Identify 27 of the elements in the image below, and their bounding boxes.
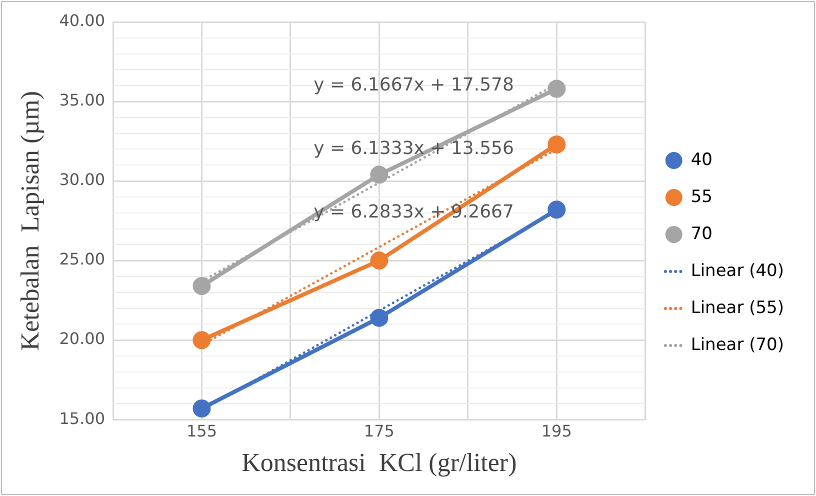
legend-label: 70 [690,224,713,244]
point [192,331,211,350]
x-tick-label: 175 [364,421,394,440]
y-tick-label: 30.00 [59,170,106,190]
legend-label: Linear (55) [690,298,784,318]
annotation: y = 6.1667x + 17.578 [314,74,514,96]
x-tick-label: 195 [541,421,572,440]
legend-label: 55 [690,186,713,207]
y-tick-label: 35.00 [59,90,106,110]
point [192,277,211,296]
legend-label: Linear (70) [690,334,784,355]
y-tick-label: 40.00 [59,11,106,30]
y-tick-label: 20.00 [59,329,106,348]
point [548,80,566,98]
point [370,252,388,270]
legend-label: 40 [690,150,713,170]
x-axis-title: Konsentrasi KCl (gr/liter) [242,448,517,478]
point [548,135,566,154]
point [192,399,211,418]
point [370,308,388,327]
y-axis-title: Ketebalan Lapisan (µm) [15,90,44,351]
x-tick-label: 155 [186,421,218,440]
point [548,200,566,219]
legend-label: Linear (40) [690,260,784,281]
y-tick-label: 25.00 [59,250,106,269]
y-tick-label: 15.00 [59,408,106,428]
point [370,166,388,184]
